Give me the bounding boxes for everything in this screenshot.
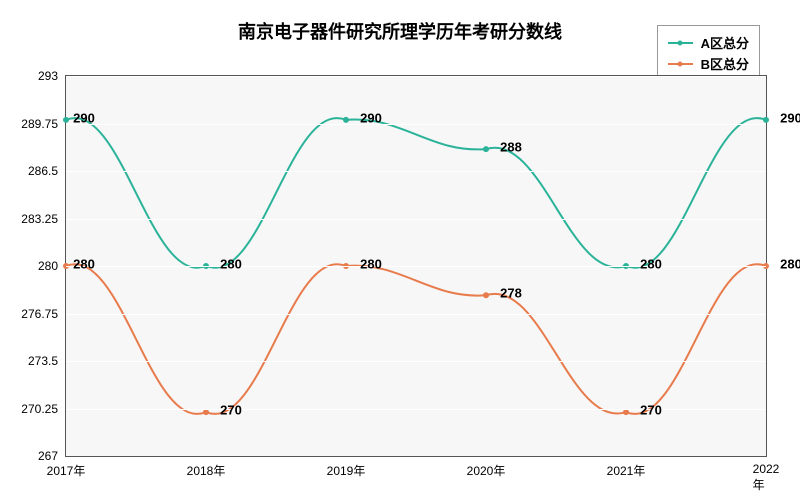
data-label: 290 <box>780 110 800 125</box>
y-tick-label: 270.25 <box>21 402 58 416</box>
data-label: 270 <box>220 403 242 418</box>
y-tick-label: 293 <box>38 69 58 83</box>
legend-swatch-a <box>668 42 693 44</box>
data-marker <box>623 409 629 415</box>
gridline <box>66 361 766 362</box>
series-b-line <box>66 264 766 414</box>
y-tick-label: 286.5 <box>28 164 58 178</box>
legend-label-a: A区总分 <box>701 33 749 52</box>
x-tick-label: 2020年 <box>467 462 506 479</box>
legend-swatch-b <box>668 63 693 65</box>
data-label: 280 <box>360 257 382 272</box>
data-marker <box>343 117 349 123</box>
data-label: 280 <box>640 257 662 272</box>
legend: A区总分 B区总分 <box>657 25 760 81</box>
chart-container: 南京电子器件研究所理学历年考研分数线 A区总分 B区总分 267270.2527… <box>0 0 800 500</box>
plot-area: 267270.25273.5276.75280283.25286.5289.75… <box>65 75 767 457</box>
data-marker <box>203 409 209 415</box>
y-tick-label: 273.5 <box>28 354 58 368</box>
y-tick-label: 280 <box>38 259 58 273</box>
x-tick-label: 2018年 <box>187 462 226 479</box>
chart-title: 南京电子器件研究所理学历年考研分数线 <box>238 18 562 44</box>
gridline <box>66 124 766 125</box>
legend-item-b: B区总分 <box>668 54 749 73</box>
y-tick-label: 283.25 <box>21 212 58 226</box>
y-tick-label: 267 <box>38 449 58 463</box>
data-label: 290 <box>73 110 95 125</box>
x-tick-label: 2022年 <box>753 462 780 493</box>
data-label: 280 <box>73 257 95 272</box>
data-label: 288 <box>500 140 522 155</box>
y-tick-label: 289.75 <box>21 117 58 131</box>
data-label: 270 <box>640 403 662 418</box>
series-a-line <box>66 118 766 268</box>
data-label: 280 <box>780 257 800 272</box>
x-tick-label: 2019年 <box>327 462 366 479</box>
data-marker <box>763 117 769 123</box>
gridline <box>66 314 766 315</box>
legend-label-b: B区总分 <box>701 54 749 73</box>
x-tick-label: 2021年 <box>607 462 646 479</box>
data-marker <box>483 146 489 152</box>
data-label: 290 <box>360 110 382 125</box>
x-tick-label: 2017年 <box>47 462 86 479</box>
data-label: 280 <box>220 257 242 272</box>
gridline <box>66 171 766 172</box>
legend-item-a: A区总分 <box>668 33 749 52</box>
data-marker <box>483 292 489 298</box>
gridline <box>66 219 766 220</box>
data-marker <box>63 117 69 123</box>
y-tick-label: 276.75 <box>21 307 58 321</box>
data-label: 278 <box>500 286 522 301</box>
gridline <box>66 76 766 77</box>
